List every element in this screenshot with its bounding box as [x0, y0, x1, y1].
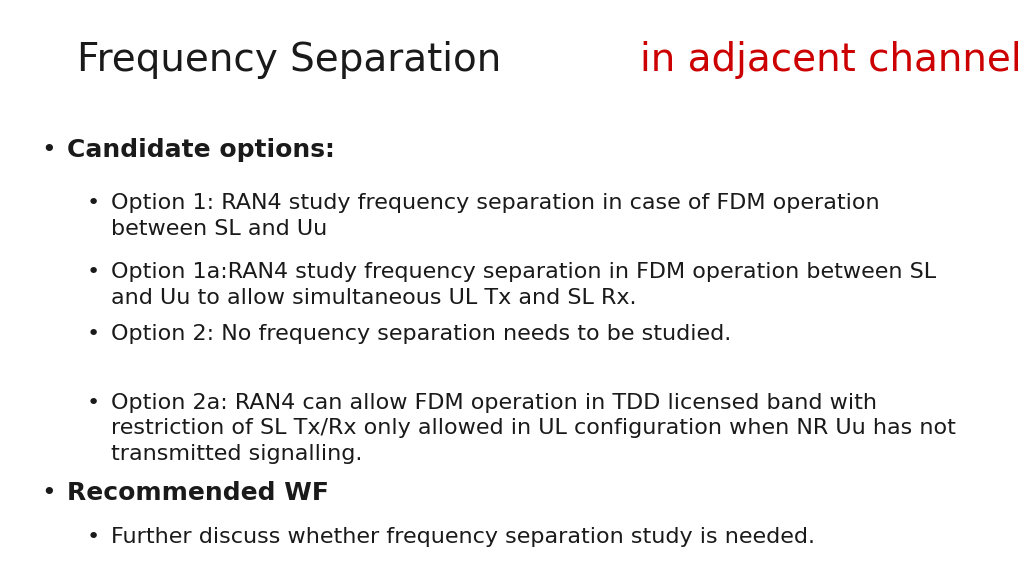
Text: Option 2: No frequency separation needs to be studied.: Option 2: No frequency separation needs …: [111, 324, 731, 344]
Text: •: •: [87, 393, 100, 413]
Text: •: •: [87, 262, 100, 282]
Text: Further discuss whether frequency separation study is needed.: Further discuss whether frequency separa…: [111, 527, 815, 547]
Text: •: •: [87, 324, 100, 344]
Text: •: •: [41, 138, 55, 162]
Text: Candidate options:: Candidate options:: [67, 138, 335, 162]
Text: •: •: [87, 527, 100, 547]
Text: Recommended WF: Recommended WF: [67, 481, 329, 505]
Text: Option 1a:RAN4 study frequency separation in FDM operation between SL
and Uu to : Option 1a:RAN4 study frequency separatio…: [111, 262, 936, 308]
Text: •: •: [87, 193, 100, 213]
Text: Option 2a: RAN4 can allow FDM operation in TDD licensed band with
restriction of: Option 2a: RAN4 can allow FDM operation …: [111, 393, 955, 464]
Text: Option 1: RAN4 study frequency separation in case of FDM operation
between SL an: Option 1: RAN4 study frequency separatio…: [111, 193, 880, 238]
Text: •: •: [41, 481, 55, 505]
Text: Frequency Separation: Frequency Separation: [77, 41, 513, 79]
Text: in adjacent channel: in adjacent channel: [640, 41, 1022, 79]
